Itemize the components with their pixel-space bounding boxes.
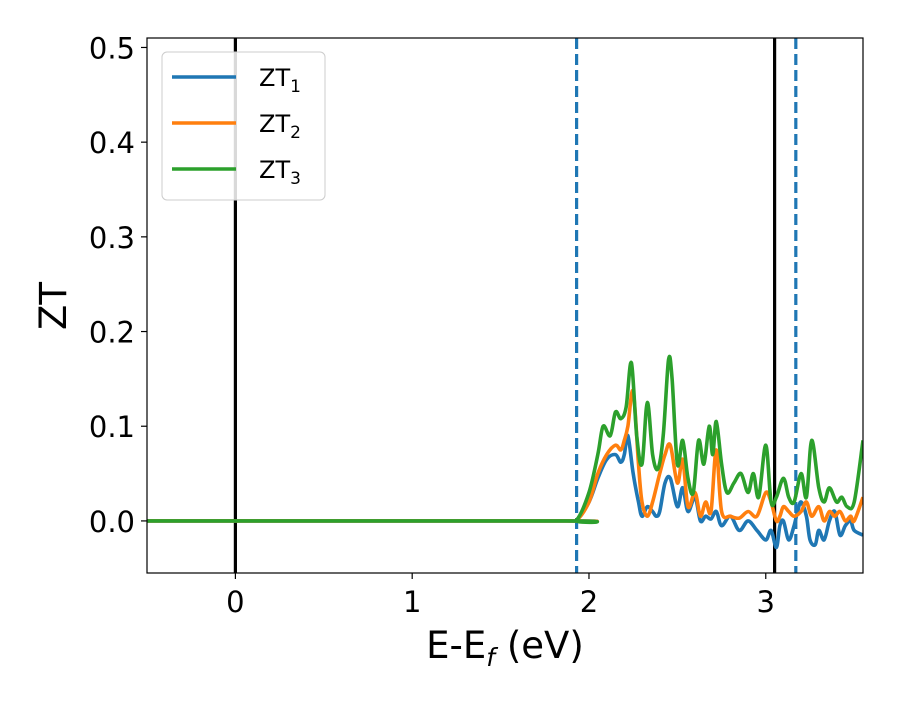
x-tick-label: 1 [403, 585, 421, 619]
series-line-2 [147, 388, 863, 524]
x-tick-label: 3 [757, 585, 775, 619]
legend: ZT1 ZT2 ZT3 [161, 51, 326, 201]
plot-frame [146, 37, 864, 574]
series-line-1 [147, 433, 863, 550]
y-axis: 0.0 0.1 0.2 0.3 0.4 0.5 [89, 31, 147, 539]
legend-label-1: ZT1 [259, 64, 301, 97]
y-tick-label: 0.5 [89, 31, 135, 65]
legend-box [161, 51, 326, 201]
x-axis: 0 1 2 3 [226, 573, 775, 619]
y-tick-label: 0.3 [89, 221, 135, 255]
y-tick-label: 0.0 [89, 505, 135, 539]
x-tick-label: 0 [226, 585, 244, 619]
legend-label-2: ZT2 [259, 110, 301, 143]
y-tick-label: 0.4 [89, 126, 135, 160]
series-layer [147, 354, 863, 550]
x-axis-title-main: E-E [426, 624, 486, 667]
x-tick-label: 2 [580, 585, 598, 619]
x-axis-title: E-Ef (eV) [426, 624, 584, 672]
y-tick-label: 0.1 [89, 410, 135, 444]
series-line-3 [147, 354, 863, 525]
y-axis-title: ZT [32, 282, 75, 330]
y-tick-label: 0.2 [89, 316, 135, 350]
x-axis-title-unit: (eV) [495, 624, 584, 667]
legend-label-3: ZT3 [259, 156, 301, 189]
